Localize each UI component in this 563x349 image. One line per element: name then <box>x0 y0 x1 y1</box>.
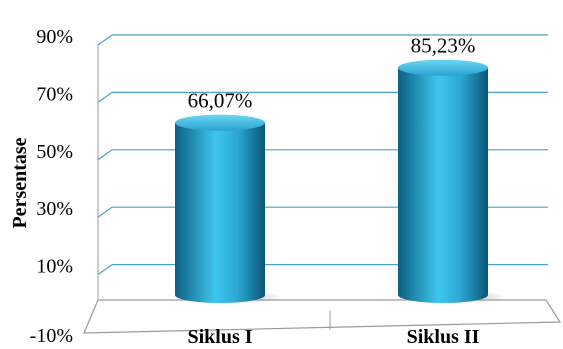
y-tick-label: 10% <box>36 256 73 278</box>
y-axis-title: Persentase <box>9 137 31 228</box>
y-axis-ticks: -10% 10% 30% 50% 70% 90% <box>30 26 73 347</box>
gridline-depth <box>97 206 113 218</box>
floor-outline <box>83 299 562 334</box>
x-category-label: Siklus I <box>187 326 252 348</box>
bar <box>175 114 283 304</box>
x-axis-categories: Siklus I Siklus II <box>187 326 479 348</box>
y-tick-label: 90% <box>36 26 73 48</box>
bar-body <box>398 67 488 303</box>
bar-top <box>398 59 488 76</box>
y-tick-label: -10% <box>30 325 73 347</box>
chart-floor <box>83 299 562 334</box>
y-tick-label: 30% <box>36 198 73 220</box>
gridline-depth <box>97 91 113 103</box>
data-label: 66,07% <box>188 89 253 113</box>
data-labels: 66,07% 85,23% <box>188 34 476 113</box>
gridline-depth <box>97 149 113 161</box>
gridline-depth <box>97 264 113 276</box>
bars-group <box>175 59 506 304</box>
x-category-label: Siklus II <box>407 326 480 348</box>
gridline-depth <box>97 34 113 46</box>
bar-top <box>175 114 265 131</box>
y-tick-label: 70% <box>36 83 73 105</box>
y-tick-label: 50% <box>36 141 73 163</box>
bar-body <box>175 122 265 303</box>
bar <box>398 59 506 304</box>
data-label: 85,23% <box>411 34 476 58</box>
